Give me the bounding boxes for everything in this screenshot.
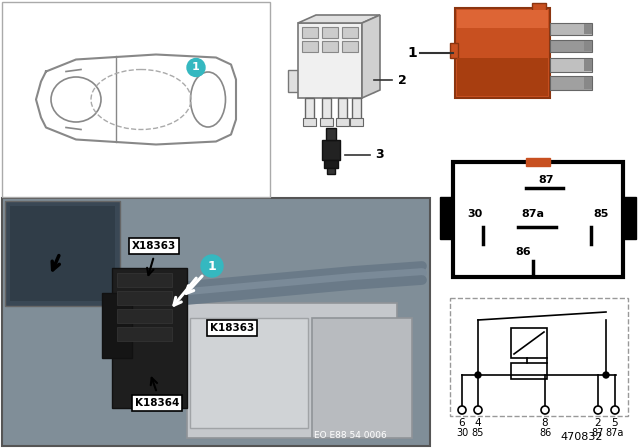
Circle shape: [187, 59, 205, 77]
Text: EO E88 54 0006: EO E88 54 0006: [314, 431, 387, 440]
Bar: [342, 41, 358, 52]
Bar: [288, 70, 300, 92]
Bar: [352, 98, 361, 123]
Text: 3: 3: [376, 148, 384, 161]
Circle shape: [541, 406, 549, 414]
Text: 2: 2: [595, 418, 602, 428]
Bar: [450, 298, 628, 416]
Bar: [584, 59, 592, 71]
Bar: [584, 24, 592, 34]
Bar: [511, 363, 547, 379]
Bar: [117, 327, 172, 341]
Bar: [342, 27, 358, 38]
Polygon shape: [298, 15, 380, 23]
Bar: [303, 118, 316, 126]
Bar: [526, 158, 550, 166]
Text: 6: 6: [459, 418, 465, 428]
Bar: [302, 41, 318, 52]
Bar: [550, 40, 592, 52]
Bar: [102, 293, 132, 358]
Bar: [453, 162, 623, 277]
Bar: [322, 41, 338, 52]
Circle shape: [603, 372, 609, 378]
Bar: [457, 10, 548, 28]
Bar: [324, 160, 338, 168]
Bar: [320, 118, 333, 126]
Text: 86: 86: [515, 247, 531, 257]
Bar: [511, 328, 547, 358]
Bar: [550, 58, 592, 72]
Bar: [2, 198, 430, 446]
Circle shape: [201, 255, 223, 277]
Text: 470832: 470832: [561, 432, 603, 442]
Bar: [362, 70, 374, 92]
Text: 85: 85: [472, 428, 484, 438]
Text: 87a: 87a: [522, 209, 545, 219]
Bar: [322, 98, 331, 123]
Circle shape: [458, 406, 466, 414]
Bar: [10, 206, 115, 301]
Bar: [550, 76, 592, 90]
Bar: [336, 118, 349, 126]
Bar: [455, 8, 550, 98]
Bar: [457, 58, 548, 96]
Circle shape: [474, 406, 482, 414]
Bar: [117, 273, 172, 287]
Bar: [550, 23, 592, 35]
Text: 2: 2: [397, 73, 406, 86]
Text: X18363: X18363: [132, 241, 176, 251]
Bar: [187, 303, 397, 438]
Bar: [450, 43, 458, 58]
Bar: [302, 27, 318, 38]
Bar: [117, 291, 172, 305]
Bar: [532, 3, 546, 11]
Bar: [2, 2, 270, 197]
Text: 1: 1: [207, 259, 216, 272]
Bar: [350, 118, 363, 126]
Bar: [584, 41, 592, 51]
Text: 86: 86: [539, 428, 551, 438]
Text: 87: 87: [592, 428, 604, 438]
Text: 87a: 87a: [606, 428, 624, 438]
Bar: [327, 168, 335, 174]
Polygon shape: [362, 15, 380, 98]
Bar: [190, 318, 308, 428]
Bar: [584, 77, 592, 89]
Bar: [322, 27, 338, 38]
Bar: [338, 98, 347, 123]
Text: 1: 1: [192, 63, 200, 73]
Text: 87: 87: [538, 175, 554, 185]
Text: K18364: K18364: [135, 398, 179, 408]
Circle shape: [475, 372, 481, 378]
Bar: [326, 128, 336, 140]
Bar: [440, 197, 453, 239]
Bar: [117, 309, 172, 323]
Text: K18363: K18363: [210, 323, 254, 333]
Text: 30: 30: [467, 209, 483, 219]
Text: 5: 5: [612, 418, 618, 428]
Circle shape: [611, 406, 619, 414]
Circle shape: [594, 406, 602, 414]
Bar: [305, 98, 314, 123]
Text: 4: 4: [475, 418, 481, 428]
Text: 85: 85: [593, 209, 609, 219]
Bar: [298, 23, 362, 98]
Bar: [623, 197, 636, 239]
Text: 8: 8: [541, 418, 548, 428]
Bar: [312, 318, 412, 438]
Text: 1: 1: [407, 46, 417, 60]
Text: 30: 30: [456, 428, 468, 438]
Bar: [322, 140, 340, 160]
Bar: [5, 201, 120, 306]
Bar: [112, 268, 187, 408]
